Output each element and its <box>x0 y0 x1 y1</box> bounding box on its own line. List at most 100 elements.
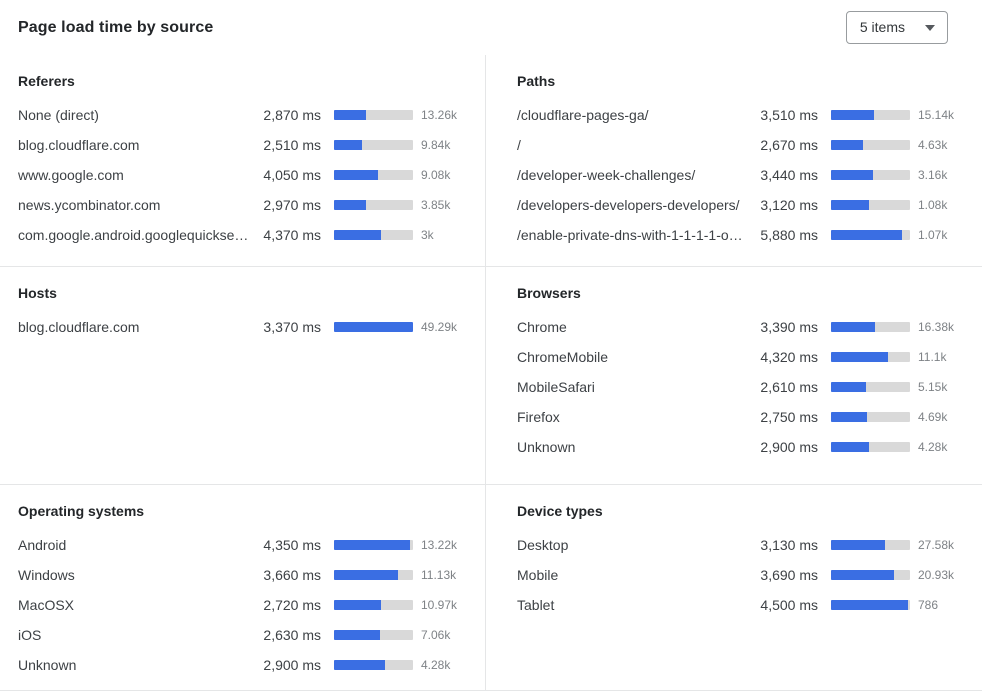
row-label: /cloudflare-pages-ga/ <box>517 107 649 123</box>
metric-row[interactable]: blog.cloudflare.com 3,370 ms 49.29k <box>18 312 469 342</box>
metric-row[interactable]: Firefox 2,750 ms 4.69k <box>517 402 966 432</box>
row-count-value: 13.26k <box>421 108 458 122</box>
panel-rows: blog.cloudflare.com 3,370 ms 49.29k <box>18 312 469 342</box>
metric-row[interactable]: /developer-week-challenges/ 3,440 ms 3.1… <box>517 160 966 190</box>
bar-fill <box>831 352 888 362</box>
items-count-value: 5 items <box>859 19 905 35</box>
row-time-value: 2,720 ms <box>263 597 321 613</box>
row-time-value: 2,510 ms <box>263 137 321 153</box>
metric-row[interactable]: blog.cloudflare.com 2,510 ms 9.84k <box>18 130 469 160</box>
metric-row[interactable]: Unknown 2,900 ms 4.28k <box>18 650 469 680</box>
metric-row[interactable]: MacOSX 2,720 ms 10.97k <box>18 590 469 620</box>
panel-operating-systems: Operating systems Android 4,350 ms 13.22… <box>0 485 486 691</box>
row-count-value: 3.16k <box>918 168 948 182</box>
panel-paths: Paths /cloudflare-pages-ga/ 3,510 ms 15.… <box>486 55 982 267</box>
bar-track <box>334 110 413 120</box>
row-label: Unknown <box>517 439 576 455</box>
row-time-value: 3,440 ms <box>760 167 818 183</box>
panel-referers: Referers None (direct) 2,870 ms 13.26k b… <box>0 55 486 267</box>
row-time-value: 2,970 ms <box>263 197 321 213</box>
metric-row[interactable]: Mobile 3,690 ms 20.93k <box>517 560 966 590</box>
row-count-value: 13.22k <box>421 538 458 552</box>
row-count-value: 4.28k <box>421 658 451 672</box>
row-time-value: 2,750 ms <box>760 409 818 425</box>
bar-fill <box>334 660 385 670</box>
bar-track <box>334 322 413 332</box>
bar-fill <box>334 170 379 180</box>
items-count-dropdown[interactable]: 5 items <box>845 11 948 44</box>
row-label: Android <box>18 537 67 553</box>
bar-track <box>334 140 413 150</box>
row-count-value: 1.08k <box>918 198 948 212</box>
row-time-value: 3,390 ms <box>760 319 818 335</box>
metric-row[interactable]: news.ycombinator.com 2,970 ms 3.85k <box>18 190 469 220</box>
row-time-value: 4,500 ms <box>760 597 818 613</box>
bar-fill <box>831 570 895 580</box>
bar-track <box>831 570 910 580</box>
bar-track <box>831 382 910 392</box>
row-time-value: 4,350 ms <box>263 537 321 553</box>
metric-row[interactable]: com.google.android.googlequicksearc... 4… <box>18 220 469 250</box>
row-count-value: 1.07k <box>918 228 948 242</box>
bar-track <box>334 230 413 240</box>
bar-track <box>334 600 413 610</box>
row-count-value: 49.29k <box>421 320 458 334</box>
row-time-value: 2,630 ms <box>263 627 321 643</box>
row-count-value: 11.1k <box>918 350 947 364</box>
row-time-value: 5,880 ms <box>760 227 818 243</box>
bar-track <box>831 352 910 362</box>
row-label: MacOSX <box>18 597 75 613</box>
row-time-value: 2,900 ms <box>263 657 321 673</box>
metric-row[interactable]: Unknown 2,900 ms 4.28k <box>517 432 966 462</box>
metric-row[interactable]: Desktop 3,130 ms 27.58k <box>517 530 966 560</box>
row-count-value: 4.63k <box>918 138 948 152</box>
bar-fill <box>334 322 413 332</box>
row-time-value: 3,510 ms <box>760 107 818 123</box>
row-count-value: 9.84k <box>421 138 451 152</box>
metric-row[interactable]: iOS 2,630 ms 7.06k <box>18 620 469 650</box>
metric-row[interactable]: / 2,670 ms 4.63k <box>517 130 966 160</box>
bar-fill <box>831 170 873 180</box>
bar-fill <box>334 140 362 150</box>
row-label: /enable-private-dns-with-1-1-1-1-on-... <box>517 227 746 243</box>
bar-fill <box>334 600 382 610</box>
row-time-value: 4,050 ms <box>263 167 321 183</box>
chevron-down-icon <box>925 24 935 31</box>
row-label: blog.cloudflare.com <box>18 137 140 153</box>
metric-row[interactable]: /cloudflare-pages-ga/ 3,510 ms 15.14k <box>517 100 966 130</box>
row-count-value: 4.28k <box>918 440 948 454</box>
row-time-value: 2,670 ms <box>760 137 818 153</box>
row-count-value: 9.08k <box>421 168 451 182</box>
row-time-value: 2,610 ms <box>760 379 818 395</box>
panel-rows: Desktop 3,130 ms 27.58k Mobile 3,690 ms … <box>517 530 966 620</box>
metric-row[interactable]: Chrome 3,390 ms 16.38k <box>517 312 966 342</box>
metric-row[interactable]: Windows 3,660 ms 11.13k <box>18 560 469 590</box>
row-label: Tablet <box>517 597 555 613</box>
panels-grid: Referers None (direct) 2,870 ms 13.26k b… <box>0 55 982 691</box>
bar-track <box>334 170 413 180</box>
metric-row[interactable]: None (direct) 2,870 ms 13.26k <box>18 100 469 130</box>
bar-fill <box>831 412 868 422</box>
row-label: MobileSafari <box>517 379 595 395</box>
bar-fill <box>831 322 876 332</box>
metric-row[interactable]: /enable-private-dns-with-1-1-1-1-on-... … <box>517 220 966 250</box>
metric-row[interactable]: ChromeMobile 4,320 ms 11.1k <box>517 342 966 372</box>
row-label: Unknown <box>18 657 77 673</box>
metric-row[interactable]: /developers-developers-developers/ 3,120… <box>517 190 966 220</box>
bar-track <box>831 412 910 422</box>
metric-row[interactable]: MobileSafari 2,610 ms 5.15k <box>517 372 966 402</box>
bar-track <box>831 322 910 332</box>
bar-track <box>334 570 413 580</box>
bar-track <box>831 170 910 180</box>
panel-title: Device types <box>517 503 603 519</box>
metric-row[interactable]: Tablet 4,500 ms 786 <box>517 590 966 620</box>
row-label: Windows <box>18 567 75 583</box>
row-count-value: 15.14k <box>918 108 955 122</box>
row-label: Firefox <box>517 409 560 425</box>
metric-row[interactable]: Android 4,350 ms 13.22k <box>18 530 469 560</box>
row-label: /developers-developers-developers/ <box>517 197 740 213</box>
row-label: Mobile <box>517 567 559 583</box>
bar-fill <box>831 600 909 610</box>
row-count-value: 7.06k <box>421 628 451 642</box>
metric-row[interactable]: www.google.com 4,050 ms 9.08k <box>18 160 469 190</box>
